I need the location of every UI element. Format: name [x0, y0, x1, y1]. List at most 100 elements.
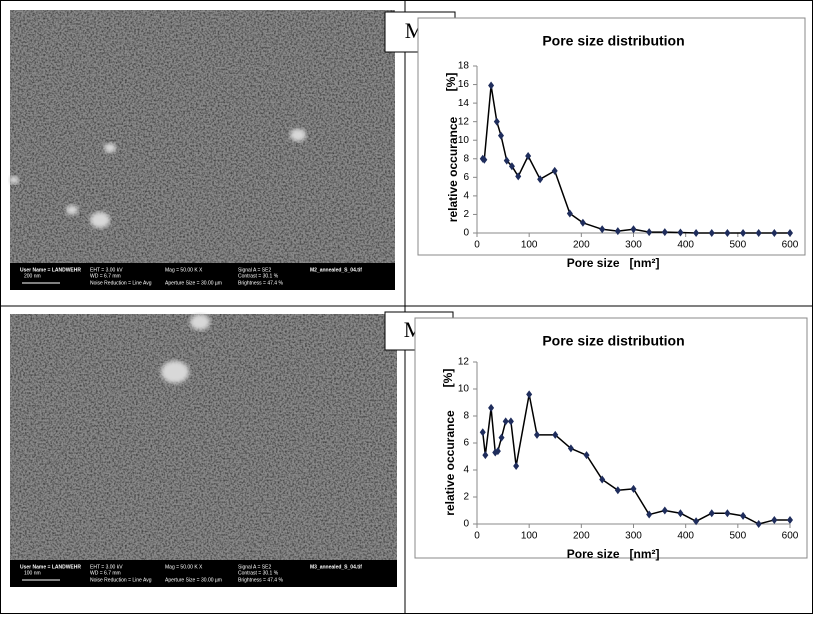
sem-info: Noise Reduction = Line Avg [90, 280, 152, 286]
y-tick-label: 12 [458, 116, 470, 127]
data-point [494, 447, 501, 456]
sem-info: Aperture Size = 30.00 µm [165, 577, 222, 583]
data-point [755, 229, 762, 237]
data-point [771, 515, 778, 524]
sem-info: EHT = 3.00 kV [90, 267, 123, 273]
data-point [677, 509, 684, 518]
sem-info: User Name = LANDWEHR [20, 267, 81, 273]
data-point [787, 515, 793, 524]
data-point [708, 509, 715, 518]
particle [190, 314, 210, 330]
y-tick-label: 2 [463, 209, 469, 220]
x-tick-label: 300 [625, 240, 642, 251]
particle [290, 128, 306, 142]
data-point [646, 228, 653, 237]
x-tick-label: 400 [677, 531, 694, 542]
data-point [708, 229, 715, 237]
chart-frame [417, 17, 806, 256]
y-tick-label: 4 [463, 191, 469, 202]
x-tick-label: 500 [729, 531, 746, 542]
sem-info: Contrast = 30.1 % [238, 570, 279, 576]
x-axis-label: Pore size [567, 547, 620, 561]
x-tick-label: 0 [474, 531, 480, 542]
particle [104, 143, 116, 153]
data-point [513, 461, 520, 470]
sem-info: User Name = LANDWEHR [20, 564, 81, 570]
y-tick-label: 8 [463, 153, 469, 164]
sem-info-bar [10, 560, 397, 587]
x-tick-label: 500 [729, 240, 746, 251]
data-point [488, 403, 495, 412]
sem-texture [10, 314, 397, 560]
data-point [498, 433, 505, 442]
data-point [479, 428, 486, 437]
data-point [551, 166, 558, 175]
data-point [552, 430, 559, 439]
y-tick-label: 10 [458, 135, 470, 146]
data-point [771, 229, 778, 237]
particle [90, 212, 110, 228]
y-tick-label: 16 [458, 79, 470, 90]
data-point [579, 218, 586, 227]
x-tick-label: 200 [573, 531, 590, 542]
x-tick-label: 400 [677, 240, 694, 251]
data-point [488, 81, 495, 90]
chart-frame [414, 317, 808, 559]
scale-bar-label: 200 nm [24, 273, 41, 279]
x-tick-label: 200 [573, 240, 590, 251]
x-tick-label: 100 [521, 531, 538, 542]
chart-title: Pore size distribution [542, 333, 684, 349]
sem-info: WD = 6.7 mm [90, 273, 121, 279]
data-point [503, 156, 510, 165]
data-point [661, 228, 668, 237]
data-point [724, 509, 731, 518]
sem-info: WD = 6.7 mm [90, 570, 121, 576]
y-tick-label: 2 [463, 492, 469, 503]
x-tick-label: 0 [474, 240, 480, 251]
y-tick-label: 12 [458, 357, 470, 368]
data-point [693, 517, 700, 526]
data-point [502, 417, 509, 426]
data-point [599, 225, 606, 234]
x-tick-label: 600 [782, 531, 799, 542]
sem-info: Mag = 50.00 K X [165, 267, 203, 273]
data-point [493, 117, 500, 126]
y-tick-label: 4 [463, 465, 469, 476]
data-point [507, 417, 514, 426]
y-axis-label: relative occurance [446, 116, 460, 222]
y-axis-label: relative occurance [443, 410, 457, 516]
x-axis-label: Pore size [567, 256, 620, 270]
y-tick-label: 10 [458, 384, 470, 395]
y-tick-label: 0 [463, 228, 469, 239]
y-axis-unit: [%] [441, 369, 455, 388]
data-point [583, 451, 590, 460]
sem-info: Brightness = 47.4 % [238, 280, 283, 286]
y-tick-label: 6 [463, 438, 469, 449]
y-tick-label: 14 [458, 98, 470, 109]
data-point [525, 151, 532, 160]
particle [161, 360, 189, 384]
x-axis-unit: [nm²] [630, 547, 660, 561]
scale-bar-label: 100 nm [24, 570, 41, 576]
sem-info: Contrast = 30.1 % [238, 273, 279, 279]
data-point [677, 228, 684, 237]
data-point [481, 155, 488, 164]
data-point [537, 175, 544, 184]
sem-info: Signal A = SE2 [238, 267, 271, 273]
data-point [740, 229, 747, 237]
y-tick-label: 6 [463, 172, 469, 183]
x-tick-label: 600 [782, 240, 799, 251]
sem-info: Mag = 50.00 K X [165, 564, 203, 570]
data-point [724, 229, 731, 237]
data-point [508, 162, 515, 171]
sem-texture [10, 10, 395, 263]
sem-info: EHT = 3.00 kV [90, 564, 123, 570]
data-point [526, 390, 533, 399]
y-tick-label: 18 [458, 61, 470, 72]
x-axis-unit: [nm²] [630, 256, 660, 270]
sem-info: Aperture Size = 30.00 µm [165, 280, 222, 286]
particle [66, 205, 78, 215]
data-point [755, 520, 762, 528]
sem-info: M3_annealed_S_04.tif [310, 564, 362, 570]
